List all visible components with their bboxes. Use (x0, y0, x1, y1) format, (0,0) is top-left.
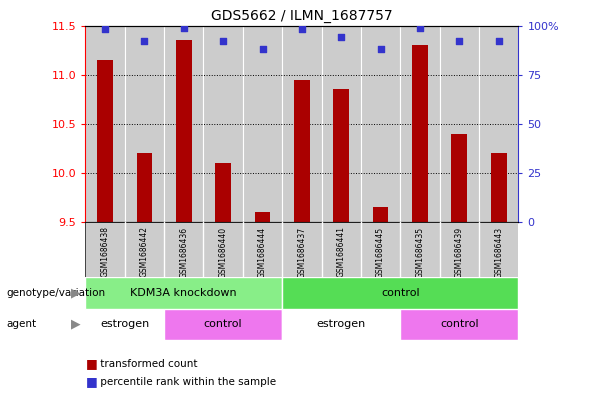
Point (219, 38, 228, 44)
Point (455, 38, 464, 44)
Text: estrogen: estrogen (317, 319, 366, 329)
Title: GDS5662 / ILMN_1687757: GDS5662 / ILMN_1687757 (211, 9, 393, 23)
Bar (85, 26, 125, 222)
Text: transformed count: transformed count (97, 358, 198, 369)
Bar (333, 89, 349, 222)
Text: control: control (204, 319, 243, 329)
Bar (282, 277, 518, 309)
Bar (176, 40, 191, 222)
Text: ▶: ▶ (71, 286, 81, 299)
Bar (282, 309, 401, 340)
Text: percentile rank within the sample: percentile rank within the sample (97, 377, 276, 387)
Bar (361, 26, 401, 222)
Point (494, 38, 504, 44)
Bar (322, 26, 361, 222)
Bar (401, 309, 518, 340)
Text: ■: ■ (85, 357, 97, 370)
Bar (373, 207, 389, 222)
Text: GSM1686438: GSM1686438 (101, 226, 110, 277)
Text: genotype/variation: genotype/variation (6, 288, 105, 298)
Bar (451, 134, 467, 222)
Text: ■: ■ (85, 375, 97, 389)
Bar (164, 309, 282, 340)
Bar (479, 26, 518, 222)
Point (376, 46, 385, 52)
Text: control: control (381, 288, 419, 298)
Text: estrogen: estrogen (100, 319, 150, 329)
Point (140, 38, 149, 44)
Point (297, 26, 307, 33)
Bar (125, 26, 164, 222)
Text: GSM1686443: GSM1686443 (494, 226, 503, 277)
Text: agent: agent (6, 319, 36, 329)
Text: GSM1686439: GSM1686439 (455, 226, 464, 277)
Text: KDM3A knockdown: KDM3A knockdown (131, 288, 237, 298)
Point (336, 34, 346, 40)
Text: GSM1686442: GSM1686442 (140, 226, 149, 277)
Bar (294, 79, 310, 222)
Bar (254, 212, 270, 222)
Bar (282, 26, 322, 222)
Bar (85, 277, 282, 309)
Text: GSM1686440: GSM1686440 (219, 226, 228, 277)
Point (258, 46, 267, 52)
Text: GSM1686437: GSM1686437 (297, 226, 306, 277)
Bar (85, 309, 164, 340)
Bar (439, 26, 479, 222)
Text: GSM1686435: GSM1686435 (415, 226, 425, 277)
Bar (401, 26, 439, 222)
Point (415, 24, 425, 31)
Bar (243, 26, 282, 222)
Text: control: control (440, 319, 479, 329)
Bar (137, 153, 153, 222)
Text: GSM1686445: GSM1686445 (376, 226, 385, 277)
Point (179, 24, 188, 31)
Point (100, 26, 110, 33)
Text: ▶: ▶ (71, 318, 81, 331)
Bar (97, 60, 113, 222)
Bar (164, 26, 203, 222)
Bar (203, 26, 243, 222)
Text: GSM1686436: GSM1686436 (179, 226, 188, 277)
Bar (216, 163, 231, 222)
Bar (412, 45, 428, 222)
Bar (491, 153, 507, 222)
Text: GSM1686444: GSM1686444 (258, 226, 267, 277)
Text: GSM1686441: GSM1686441 (337, 226, 346, 277)
